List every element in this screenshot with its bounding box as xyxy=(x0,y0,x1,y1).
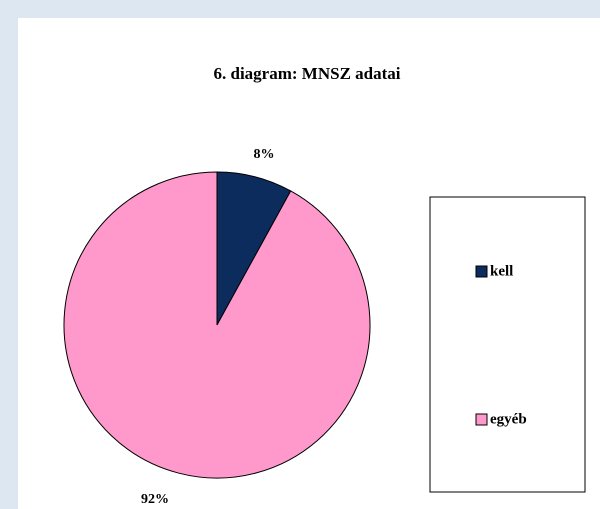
data-label: 92% xyxy=(141,492,169,507)
legend-swatch xyxy=(475,413,488,426)
pie-slice xyxy=(63,171,371,479)
legend-label: kell xyxy=(490,263,513,279)
chart-title: 6. diagram: MNSZ adatai xyxy=(214,64,401,83)
legend-label: egyéb xyxy=(490,411,527,427)
legend-box xyxy=(429,196,586,493)
data-label: 8% xyxy=(254,147,275,162)
legend-swatch xyxy=(475,265,488,278)
